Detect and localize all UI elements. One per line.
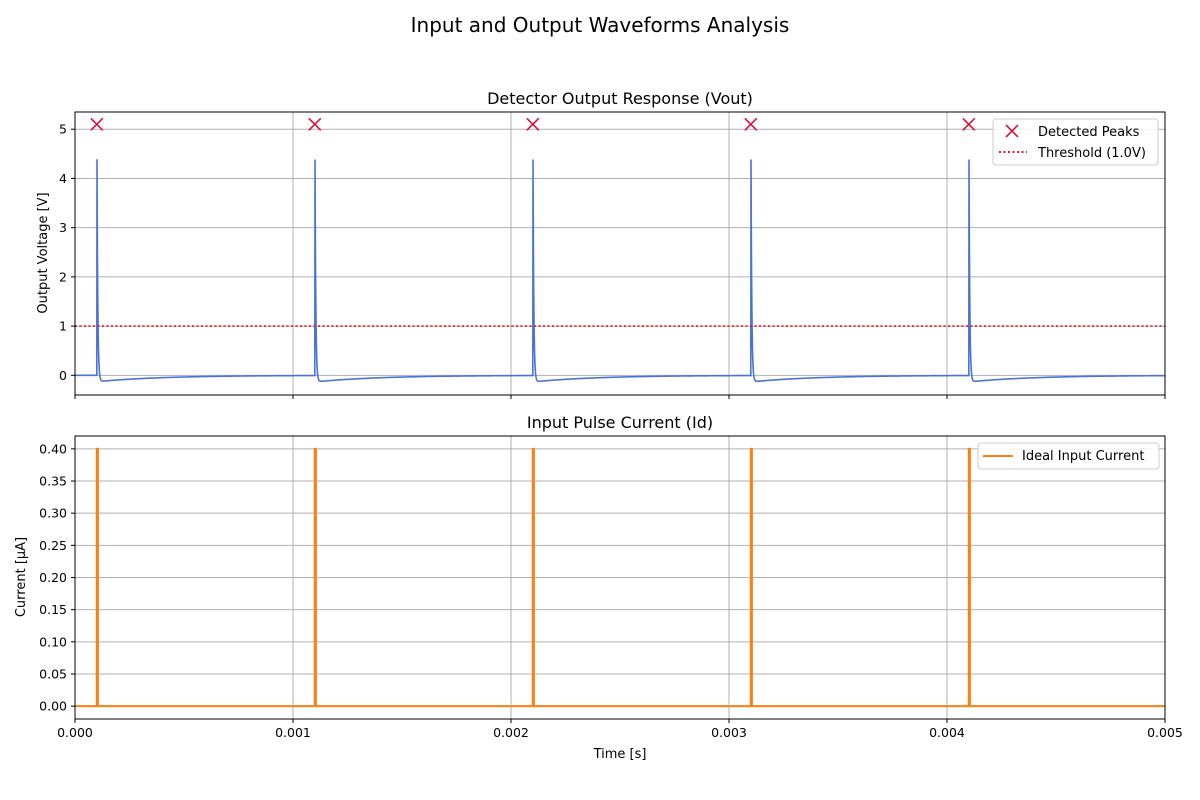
top-axes: 0 1 2 3 4 5 Detector Output Response (Vout) O…	[36, 89, 1166, 399]
input-current-series-line	[75, 447, 1165, 708]
legend-peaks-marker	[1005, 124, 1019, 138]
top-legend: Detected Peaks Threshold (1.0V)	[992, 118, 1159, 166]
y-tick-label: 0.05	[39, 666, 67, 681]
legend-input-label: Ideal Input Current	[1022, 449, 1144, 464]
y-tick-label: 5	[59, 122, 67, 137]
x-tick-label: 0.003	[711, 725, 747, 740]
bottom-axes: 0.000 0.001 0.002 0.003 0.004 0.005 0.00 0.05 0.…	[14, 413, 1183, 762]
top-ticks: 0 1 2 3 4 5	[59, 122, 1166, 399]
bottom-ylabel: Current [μA]	[14, 537, 29, 617]
top-axes-frame	[74, 111, 1166, 396]
bottom-legend: Ideal Input Current	[977, 442, 1160, 470]
x-tick-label: 0.005	[1147, 725, 1183, 740]
y-tick-label: 0.40	[39, 441, 67, 456]
y-tick-label: 0.10	[39, 634, 67, 649]
y-tick-label: 2	[59, 269, 67, 284]
bottom-axes-title: Input Pulse Current (Id)	[527, 413, 713, 432]
y-tick-label: 4	[59, 171, 67, 186]
top-plot-area	[75, 117, 1165, 383]
y-tick-label: 0.20	[39, 570, 67, 585]
detected-peak-marker	[308, 117, 322, 131]
x-tick-label: 0.002	[493, 725, 529, 740]
y-tick-label: 1	[59, 319, 67, 334]
bottom-plot-area	[75, 447, 1165, 708]
detected-peak-marker	[744, 117, 758, 131]
top-legend-box	[992, 118, 1159, 166]
legend-peaks-label: Detected Peaks	[1038, 125, 1140, 140]
detected-peak-marker	[90, 117, 104, 131]
y-tick-label: 0.15	[39, 602, 67, 617]
x-tick-label: 0.000	[57, 725, 93, 740]
figure-title: Input and Output Waveforms Analysis	[411, 13, 790, 37]
x-tick-label: 0.001	[275, 725, 311, 740]
detected-peak-marker	[526, 117, 540, 131]
x-tick-label: 0.004	[929, 725, 965, 740]
y-tick-label: 0.35	[39, 474, 67, 489]
legend-threshold-label: Threshold (1.0V)	[1037, 146, 1146, 161]
top-axes-title: Detector Output Response (Vout)	[487, 89, 753, 108]
bottom-legend-box	[977, 442, 1160, 470]
detected-peak-marker	[962, 117, 976, 131]
top-ylabel: Output Voltage [V]	[36, 192, 51, 313]
bottom-grid	[74, 436, 1166, 719]
y-tick-label: 0.00	[39, 699, 67, 714]
bottom-xlabel: Time [s]	[593, 747, 647, 762]
vout-series-line	[75, 159, 1165, 383]
y-tick-label: 0.25	[39, 538, 67, 553]
y-tick-label: 3	[59, 220, 67, 235]
bottom-ticks: 0.000 0.001 0.002 0.003 0.004 0.005 0.00 0.05 0.…	[39, 441, 1183, 740]
y-tick-label: 0.30	[39, 506, 67, 521]
y-tick-label: 0	[59, 368, 67, 383]
